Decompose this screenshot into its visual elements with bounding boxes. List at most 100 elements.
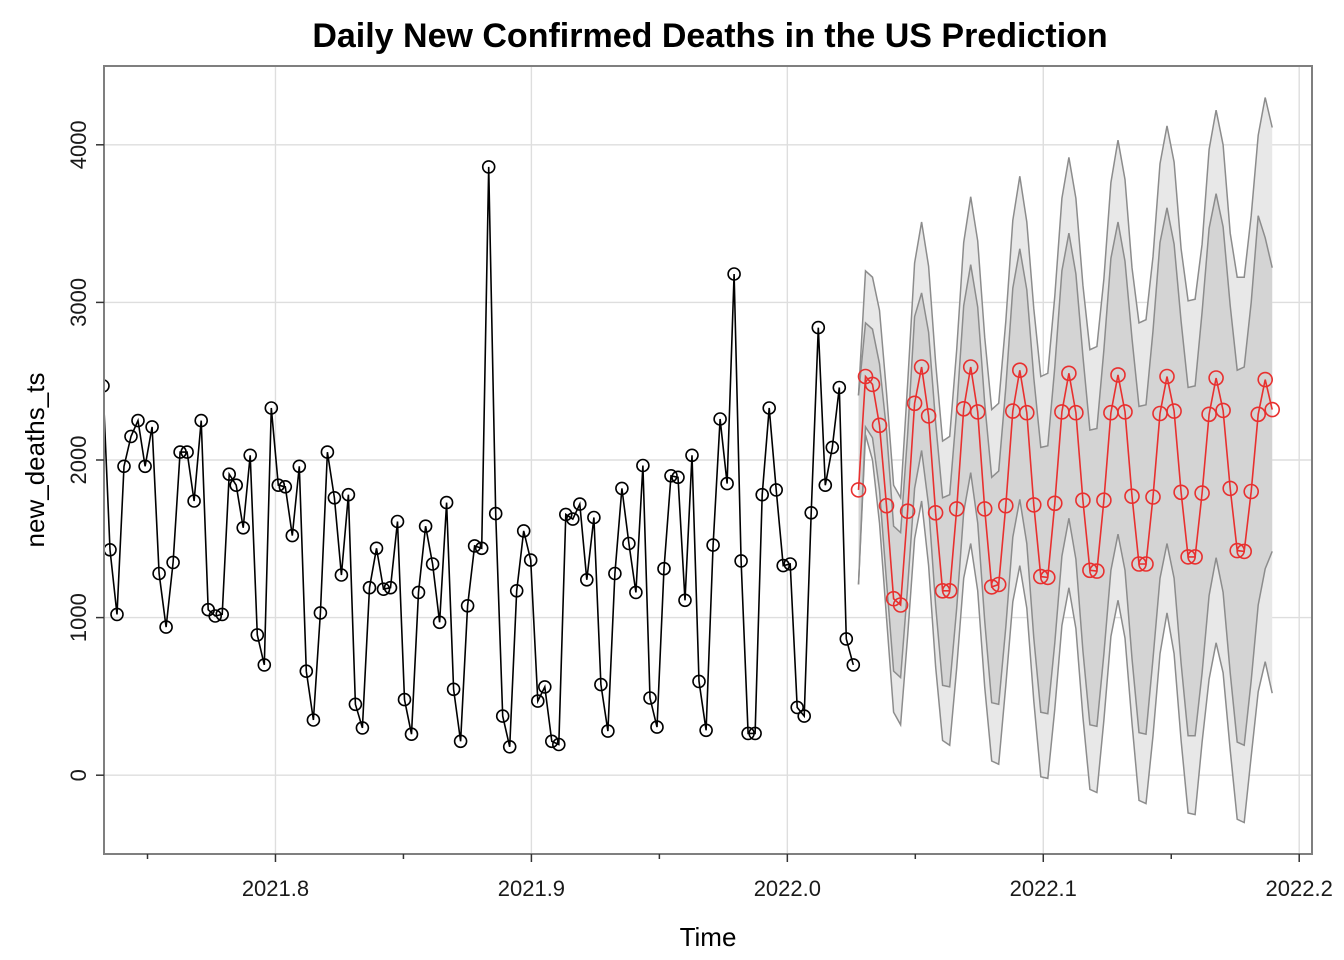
observed-point (145, 420, 159, 434)
forecast-point (920, 408, 937, 424)
chart-title: Daily New Confirmed Deaths in the US Pre… (312, 17, 1107, 55)
y-tick-label-0: 0 (66, 769, 91, 781)
observed-point (418, 519, 433, 534)
forecast-point (1180, 549, 1196, 565)
forecast-point (1208, 370, 1224, 386)
forecast-point (934, 582, 951, 599)
y-tick-label-2: 2000 (66, 436, 91, 485)
observed-point (509, 583, 524, 598)
observed-point (537, 680, 552, 694)
forecast-point (1026, 497, 1042, 513)
forecast-point (983, 579, 1000, 595)
observed-point (222, 467, 236, 482)
observed-point (741, 726, 755, 741)
forecast-point (1264, 401, 1280, 418)
observed-point (818, 478, 833, 493)
forecast-point (1187, 549, 1203, 565)
forecast-point (1215, 402, 1231, 419)
observed-point (636, 458, 650, 473)
observed-point (544, 734, 559, 749)
observed-point (790, 700, 805, 715)
forecast-point (1082, 562, 1098, 579)
observed-point (502, 739, 517, 754)
x-tick-label-2: 2022.0 (754, 876, 821, 901)
observed-point (460, 598, 475, 613)
observed-point (173, 445, 187, 459)
observed-point (615, 481, 629, 496)
observed-point (671, 470, 685, 485)
plot-panel (104, 66, 1312, 854)
forecast-point (906, 395, 923, 412)
observed-point (362, 580, 377, 595)
forecast-point (1075, 492, 1091, 509)
observed-point (313, 606, 328, 620)
observed-point (355, 721, 370, 735)
observed-point (425, 557, 440, 571)
forecast-point (1131, 556, 1147, 572)
y-axis-label: new_deaths_ts (20, 373, 50, 548)
x-tick-label-4: 2022.2 (1266, 876, 1333, 901)
forecast-point (1124, 488, 1140, 505)
forecast-point (1236, 543, 1252, 560)
observed-point (152, 566, 166, 581)
observed-point (306, 713, 321, 727)
forecast-point (1222, 480, 1238, 497)
forecast-point (1201, 406, 1217, 423)
observed-point (180, 445, 194, 459)
observed-point (215, 607, 229, 622)
observed-point (341, 487, 356, 502)
interval-lower-80 (857, 424, 1273, 747)
observed-point (327, 490, 342, 505)
observed-point (706, 538, 720, 552)
forecast-point (1250, 406, 1266, 423)
observed-point (138, 459, 152, 474)
observed-point (159, 620, 173, 634)
observed-point (194, 413, 208, 428)
axes: 2021.8 2021.9 2022.0 2022.1 2022.2 0 1000 2000 3… (66, 65, 1333, 901)
forecast-point (871, 417, 888, 434)
forecast-point (913, 359, 930, 375)
forecast-point (1096, 492, 1112, 509)
y-tick-label-3: 3000 (66, 278, 91, 327)
observed-point (678, 593, 692, 608)
observed-point (229, 478, 243, 493)
observed-point (558, 507, 573, 522)
observed-point (811, 320, 826, 335)
forecast-point (1257, 371, 1273, 388)
observed-point (643, 691, 657, 705)
observed-point (348, 697, 363, 712)
forecast-point (878, 497, 895, 514)
observed-point (622, 536, 636, 551)
forecast-point (899, 503, 916, 520)
observed-point (446, 682, 461, 697)
observed-point (748, 726, 762, 741)
observed-point (278, 479, 293, 494)
observed-point (390, 514, 405, 529)
observed-point (699, 723, 713, 738)
forecast-point (1061, 365, 1077, 382)
observed-point (523, 553, 538, 567)
forecast-point (927, 504, 944, 521)
observed-point (804, 505, 819, 520)
observed-point (257, 658, 272, 672)
observed-point (208, 609, 222, 623)
observed-point (131, 413, 145, 428)
observed-point (243, 448, 257, 463)
forecast-point (1138, 556, 1154, 572)
observed-point (404, 727, 419, 742)
observed-point (664, 468, 678, 483)
forecast-point (1011, 362, 1028, 379)
observed-point (334, 568, 349, 582)
observed-point (530, 694, 545, 708)
forecast-point (1166, 403, 1182, 419)
series-points (104, 160, 1280, 754)
forecast-point (948, 501, 965, 517)
observed-point (474, 541, 489, 556)
observed-point (110, 607, 124, 622)
observed-point (488, 506, 503, 521)
forecast-point (1159, 368, 1175, 385)
observed-point (516, 524, 531, 538)
observed-point (685, 448, 699, 463)
observed-point (264, 401, 279, 415)
forecast-point (1019, 404, 1035, 421)
